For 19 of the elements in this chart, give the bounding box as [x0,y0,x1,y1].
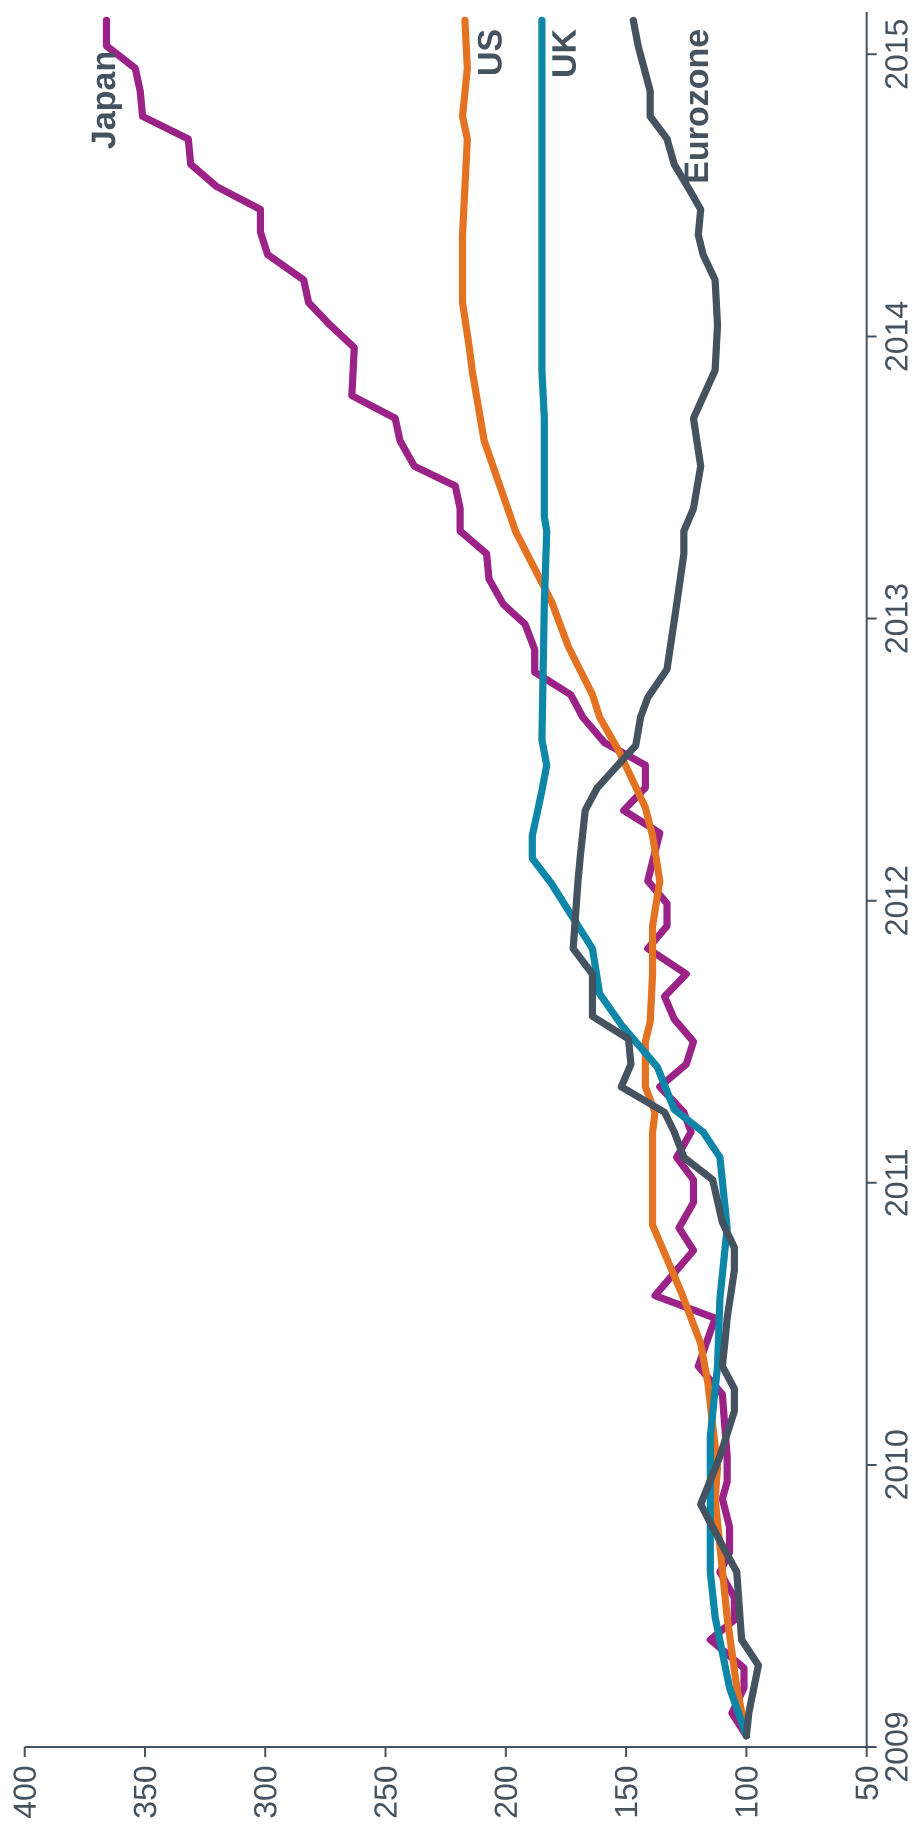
x-tick-label: 100 [735,1766,758,1817]
x-tick-label: 200 [494,1766,518,1818]
text: Eurozone [684,30,709,182]
y-tick-label: 2010 [885,1430,908,1499]
y-tick-label: 2013 [885,584,908,653]
x-tick-label: 300 [253,1766,277,1818]
x-tick-label: 400 [13,1766,37,1819]
x-tick-label: 350 [133,1766,157,1818]
text: US [477,30,502,75]
x-tick-label: 250 [374,1766,397,1818]
y-tick-label: 2015 [885,20,908,89]
y-tick-label: 2012 [885,866,908,935]
x-tick-label: 50 [855,1766,879,1800]
y-tick-label: 2009 [885,1712,908,1781]
y-tick-label: 2014 [885,301,908,371]
text: UK [552,29,577,76]
x-tick-label: 150 [614,1766,638,1817]
text: Japan [91,52,123,149]
y-tick-label: 2011 [885,1149,908,1216]
